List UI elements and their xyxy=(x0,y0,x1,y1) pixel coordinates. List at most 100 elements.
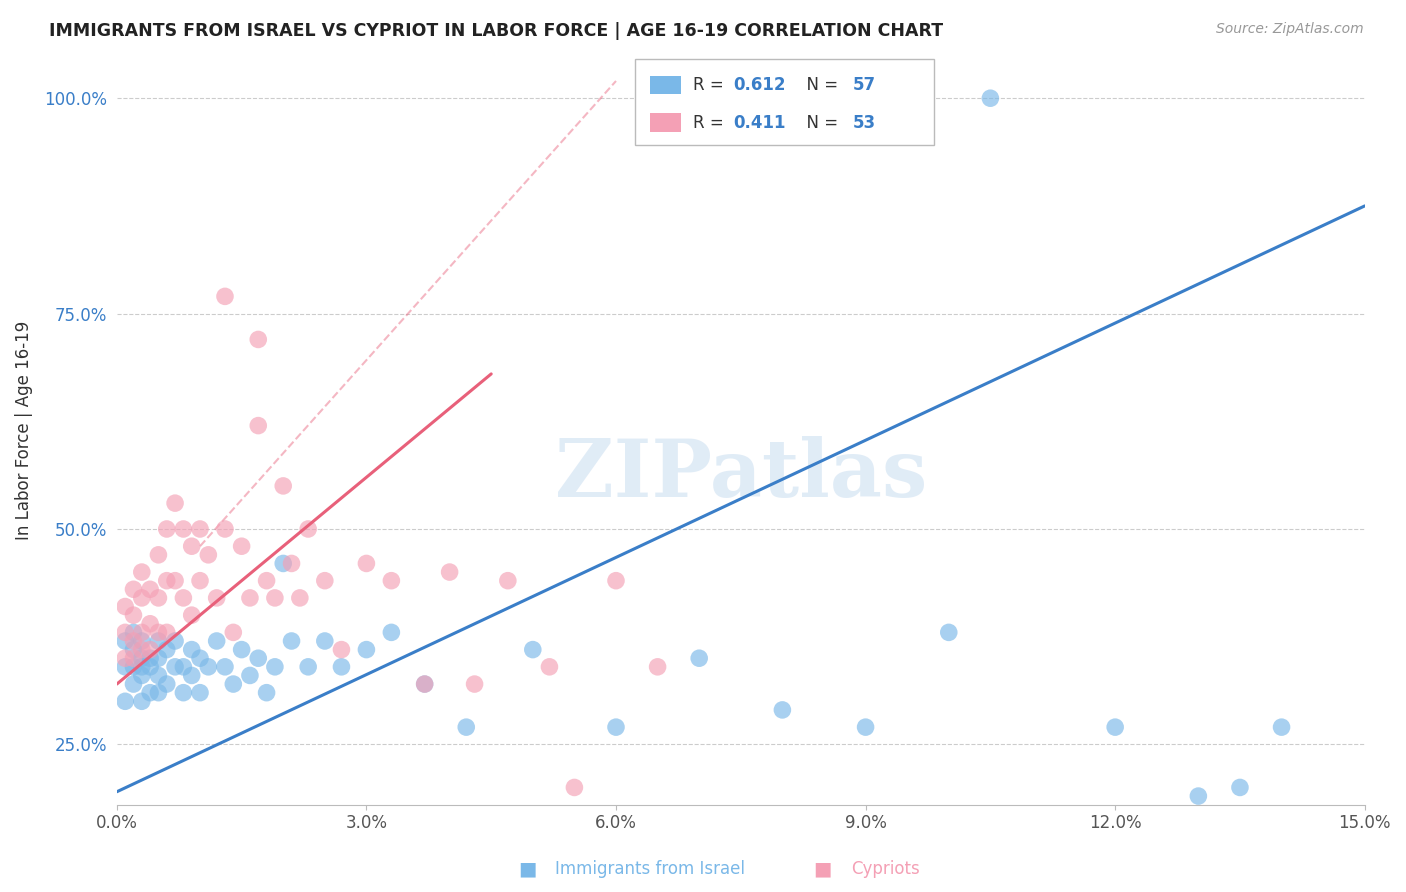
Point xyxy=(222,625,245,640)
Point xyxy=(148,686,170,700)
Point xyxy=(156,625,179,640)
Point xyxy=(855,720,877,734)
Point xyxy=(522,642,544,657)
Point xyxy=(938,625,960,640)
Point xyxy=(188,686,211,700)
Point xyxy=(188,574,211,588)
Point xyxy=(464,677,486,691)
Point xyxy=(314,574,336,588)
Point xyxy=(214,660,236,674)
Point xyxy=(172,660,194,674)
Text: 53: 53 xyxy=(853,113,876,132)
Point xyxy=(188,522,211,536)
Point xyxy=(131,642,153,657)
Point xyxy=(247,418,270,433)
Point xyxy=(156,522,179,536)
Point xyxy=(148,668,170,682)
Text: ■: ■ xyxy=(813,859,832,879)
Text: N =: N = xyxy=(796,113,844,132)
Point xyxy=(564,780,586,795)
Point xyxy=(979,91,1001,105)
Point xyxy=(165,634,187,648)
Point xyxy=(122,634,145,648)
Point xyxy=(605,720,627,734)
Point xyxy=(131,634,153,648)
Point xyxy=(330,660,353,674)
Point xyxy=(131,660,153,674)
Point xyxy=(214,522,236,536)
Point xyxy=(122,642,145,657)
Bar xyxy=(650,113,681,132)
Bar xyxy=(650,76,681,95)
Point xyxy=(280,557,302,571)
Text: 0.411: 0.411 xyxy=(734,113,786,132)
Point xyxy=(114,599,136,614)
Point xyxy=(605,574,627,588)
Point xyxy=(148,651,170,665)
Point xyxy=(165,496,187,510)
Point xyxy=(188,651,211,665)
Point xyxy=(180,608,202,623)
Text: ■: ■ xyxy=(517,859,537,879)
Point xyxy=(122,660,145,674)
Point xyxy=(131,694,153,708)
Point xyxy=(280,634,302,648)
Point xyxy=(156,642,179,657)
Point xyxy=(131,668,153,682)
Point xyxy=(122,677,145,691)
Point xyxy=(205,634,228,648)
Point xyxy=(1229,780,1251,795)
Point xyxy=(139,582,162,597)
Point xyxy=(139,686,162,700)
Point xyxy=(838,91,860,105)
Point xyxy=(131,651,153,665)
Point xyxy=(647,660,669,674)
Point xyxy=(356,642,378,657)
Point xyxy=(231,539,253,553)
Text: N =: N = xyxy=(796,76,844,95)
Point xyxy=(114,651,136,665)
Point xyxy=(496,574,519,588)
Text: Immigrants from Israel: Immigrants from Israel xyxy=(555,860,745,878)
Point xyxy=(538,660,561,674)
Point xyxy=(165,574,187,588)
Text: R =: R = xyxy=(693,113,730,132)
Point xyxy=(148,591,170,605)
Point xyxy=(114,660,136,674)
Point xyxy=(770,703,793,717)
Point xyxy=(231,642,253,657)
Point xyxy=(439,565,461,579)
Point xyxy=(139,616,162,631)
Point xyxy=(239,668,262,682)
Point xyxy=(1104,720,1126,734)
Point xyxy=(330,642,353,657)
Point xyxy=(314,634,336,648)
Point xyxy=(139,651,162,665)
Text: R =: R = xyxy=(693,76,730,95)
Point xyxy=(148,548,170,562)
Point xyxy=(1187,789,1209,803)
Point xyxy=(197,548,219,562)
Point xyxy=(122,582,145,597)
Text: IMMIGRANTS FROM ISRAEL VS CYPRIOT IN LABOR FORCE | AGE 16-19 CORRELATION CHART: IMMIGRANTS FROM ISRAEL VS CYPRIOT IN LAB… xyxy=(49,22,943,40)
Point xyxy=(356,557,378,571)
Point xyxy=(165,660,187,674)
Point xyxy=(180,668,202,682)
Point xyxy=(413,677,436,691)
Point xyxy=(131,625,153,640)
Point xyxy=(122,625,145,640)
Point xyxy=(131,565,153,579)
Text: 0.612: 0.612 xyxy=(734,76,786,95)
FancyBboxPatch shape xyxy=(634,59,934,145)
Point xyxy=(114,694,136,708)
Text: ZIPatlas: ZIPatlas xyxy=(554,436,927,514)
Point xyxy=(264,591,287,605)
Point xyxy=(297,660,319,674)
Point xyxy=(256,574,278,588)
Point xyxy=(172,591,194,605)
Point xyxy=(148,634,170,648)
Point xyxy=(247,333,270,347)
Y-axis label: In Labor Force | Age 16-19: In Labor Force | Age 16-19 xyxy=(15,320,32,540)
Point xyxy=(456,720,478,734)
Point xyxy=(688,651,710,665)
